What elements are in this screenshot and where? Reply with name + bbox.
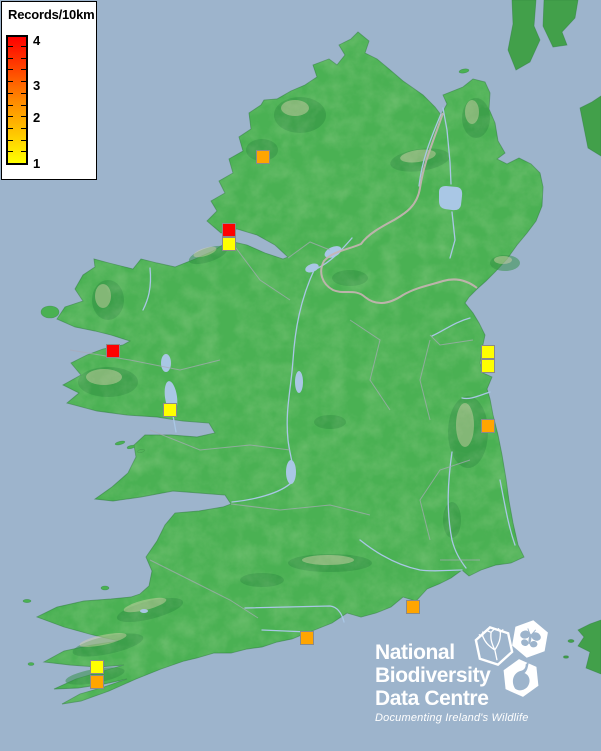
county-boundaries: [69, 239, 480, 619]
legend-tick-label: 2: [33, 110, 41, 125]
legend-tick: [8, 46, 13, 47]
legend-tick: [21, 116, 26, 118]
nbdc-logo-hexagons: [474, 620, 548, 697]
legend-tick: [8, 116, 13, 118]
logo-line-1: National: [375, 641, 455, 664]
legend-tick: [21, 139, 26, 141]
logo-line-2: Biodiversity: [375, 664, 491, 687]
legend-tick: [8, 127, 13, 129]
record-square[interactable]: [90, 660, 104, 674]
record-square[interactable]: [163, 403, 177, 417]
legend-tick: [8, 81, 13, 83]
record-square[interactable]: [481, 345, 495, 359]
butterfly-hexagon-icon: [512, 620, 548, 658]
legend-tick: [8, 92, 13, 94]
scotland-coast-fragments: [507, 0, 601, 157]
legend-tick: [21, 57, 26, 59]
legend-tick: [8, 104, 13, 106]
record-square[interactable]: [481, 419, 495, 433]
legend-tick: [21, 81, 26, 83]
legend-tick: [8, 69, 13, 71]
legend-panel: Records/10km 4 3 2 1: [1, 1, 97, 180]
lough-neagh-lake: [439, 186, 463, 211]
legend-tick: [21, 104, 26, 106]
logo-tagline: Documenting Ireland's Wildlife: [375, 712, 529, 724]
record-square[interactable]: [300, 631, 314, 645]
legend-tick: [8, 57, 13, 59]
legend-tick: [21, 151, 26, 153]
legend-tick-label: 4: [33, 33, 41, 48]
bird-hexagon-icon: [503, 659, 539, 697]
legend-tick: [21, 127, 26, 129]
record-square[interactable]: [256, 150, 270, 164]
wales-coast-fragment: [563, 619, 601, 675]
legend-tick: [21, 92, 26, 94]
offshore-islands: [22, 68, 470, 666]
lakes: [140, 186, 463, 613]
legend-tick: [8, 139, 13, 141]
record-square[interactable]: [222, 223, 236, 237]
northern-ireland-border: [320, 112, 478, 304]
record-square[interactable]: [90, 675, 104, 689]
record-square[interactable]: [222, 237, 236, 251]
logo-line-3: Data Centre: [375, 687, 489, 710]
plant-hexagon-icon: [474, 626, 514, 666]
record-square[interactable]: [481, 359, 495, 373]
legend-tick-label: 1: [33, 156, 41, 171]
legend-tick: [21, 46, 26, 47]
record-square[interactable]: [106, 344, 120, 358]
nbdc-logo: National Biodiversity Data Centre Docume…: [375, 641, 529, 724]
legend-tick: [8, 151, 13, 153]
record-square[interactable]: [406, 600, 420, 614]
legend-tick-label: 3: [33, 78, 41, 93]
legend-tick: [21, 69, 26, 71]
legend-colorbar: [6, 35, 28, 165]
legend-title: Records/10km: [8, 7, 95, 22]
